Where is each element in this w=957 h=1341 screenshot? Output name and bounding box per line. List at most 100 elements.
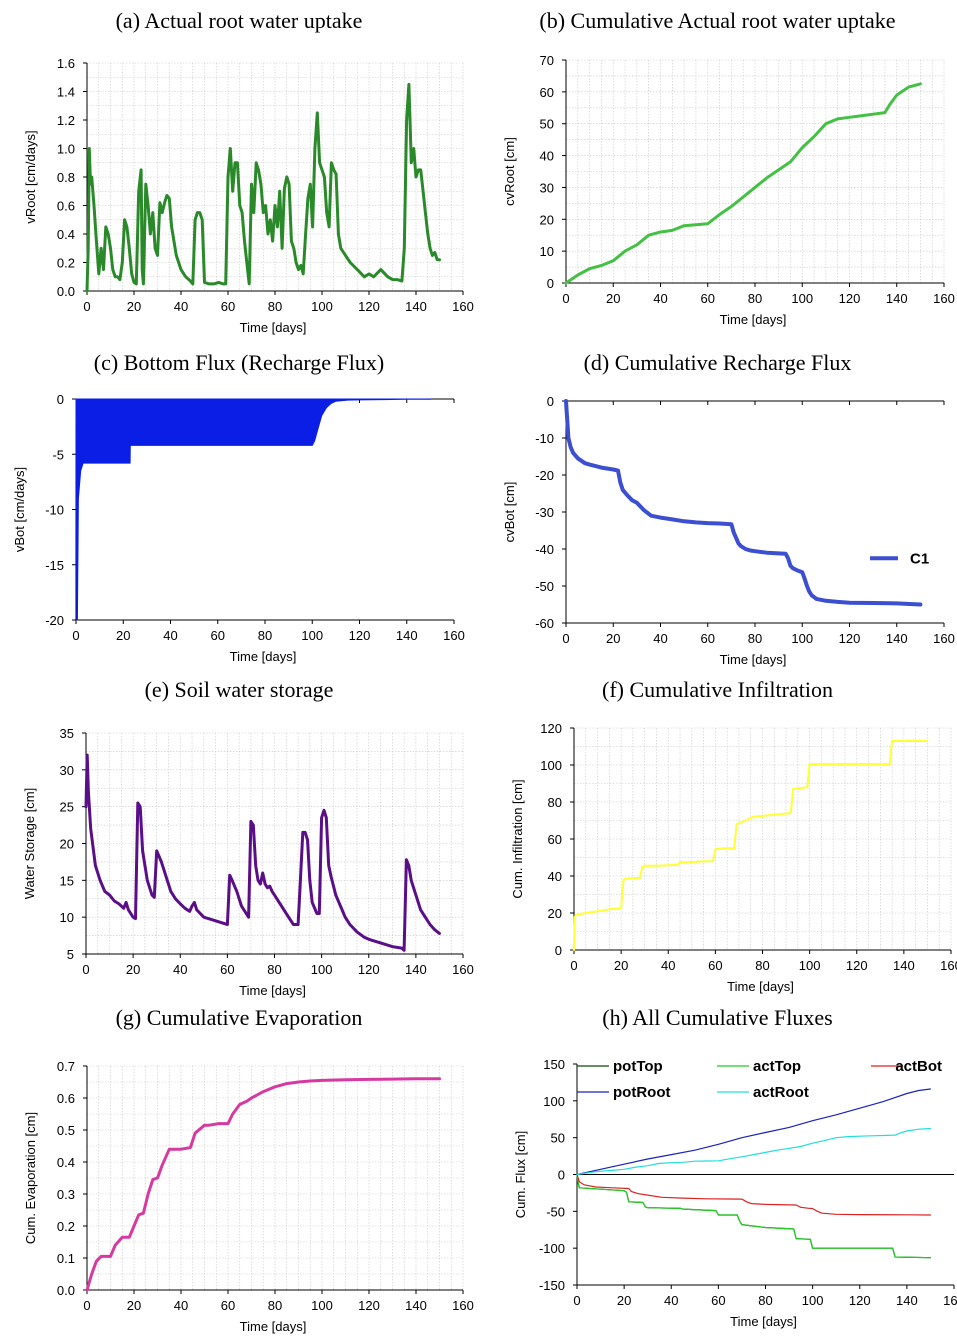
x-tick-label: 40 <box>173 962 187 977</box>
y-tick-label: -5 <box>52 447 64 462</box>
y-tick-label: 100 <box>540 758 562 773</box>
y-tick-label: 20 <box>60 837 74 852</box>
chart-c: 0 20 40 60 80 100 120 140 160 -20 -15 -10 -5 0 Time [d… <box>12 392 465 664</box>
x-tick-label: 120 <box>349 628 371 643</box>
chart-a: 0 20 40 60 80 100 120 140 160 0.0 0.2 0.4 0.6 0.8 1.0 1… <box>23 56 474 335</box>
x-tick-label: 80 <box>268 299 282 314</box>
x-tick-label: 80 <box>755 958 769 973</box>
y-tick-label: -10 <box>45 503 64 518</box>
chart-title-g: (g) Cumulative Evaporation <box>115 1005 363 1030</box>
y-tick-label: 0.1 <box>57 1251 75 1266</box>
y-tick-label: 0.6 <box>57 199 75 214</box>
x-tick-label: 120 <box>849 1293 871 1308</box>
x-axis-label-b: Time [days] <box>720 312 787 327</box>
x-tick-label: 120 <box>839 291 861 306</box>
x-tick-label: 140 <box>886 291 908 306</box>
chart-title-d: (d) Cumulative Recharge Flux <box>583 350 852 375</box>
chart-title-a: (a) Actual root water uptake <box>115 8 363 33</box>
x-tick-label: 120 <box>846 958 868 973</box>
x-tick-label: 100 <box>791 291 813 306</box>
x-tick-label: 160 <box>943 1293 957 1308</box>
x-tick-label: 80 <box>748 631 762 646</box>
y-tick-label: 0.0 <box>57 1283 75 1298</box>
y-tick-label: 0 <box>57 392 64 407</box>
y-tick-label: -30 <box>535 505 554 520</box>
chart-h: 0 20 40 60 80 100 120 140 160 -150 -100 -50 0 50 100 15… <box>513 1057 957 1329</box>
y-tick-label: 0.4 <box>57 1155 75 1170</box>
y-axis-label-d: cvBot [cm] <box>502 482 517 543</box>
x-tick-label: 20 <box>614 958 628 973</box>
panel-b: (b) Cumulative Actual root water uptake … <box>478 8 957 343</box>
grid-b <box>565 59 945 284</box>
x-tick-label: 120 <box>358 1298 380 1313</box>
y-tick-label: 0.2 <box>57 256 75 271</box>
legend-d: C1 <box>870 550 929 567</box>
panel-a: (a) Actual root water uptake 0 20 40 60 80 10… <box>0 8 478 343</box>
series-line-d-C1 <box>564 399 923 607</box>
y-tick-label: 80 <box>548 795 562 810</box>
y-tick-label: 25 <box>60 800 74 815</box>
chart-title-c: (c) Bottom Flux (Recharge Flux) <box>93 350 385 375</box>
chart-g: 0 20 40 60 80 100 120 140 160 0.0 0.1 0.2 0.3 0.4 0.5 0… <box>23 1059 474 1334</box>
y-tick-label: 0 <box>558 1168 565 1183</box>
x-tick-label: 140 <box>396 628 418 643</box>
y-tick-label: 150 <box>543 1057 565 1072</box>
legend-label-actRoot: actRoot <box>753 1084 809 1101</box>
x-tick-label: 120 <box>358 299 380 314</box>
series-line-g-0 <box>85 1077 441 1292</box>
x-tick-label: 160 <box>452 1298 474 1313</box>
series-line-b-0 <box>564 82 922 285</box>
x-tick-label: 140 <box>896 1293 918 1308</box>
x-tick-label: 20 <box>126 962 140 977</box>
y-tick-label: 10 <box>60 910 74 925</box>
grid-e <box>85 732 464 955</box>
y-tick-label: 35 <box>60 726 74 741</box>
grid-g <box>86 1065 464 1291</box>
chart-title-b: (b) Cumulative Actual root water uptake <box>539 8 896 33</box>
x-tick-label: 100 <box>311 962 333 977</box>
series-line-h-potRoot <box>576 1088 931 1176</box>
y-tick-label: 0.6 <box>57 1091 75 1106</box>
x-tick-label: 160 <box>933 291 955 306</box>
panel-h: (h) All Cumulative Fluxes 0 20 40 60 80 100 12… <box>478 1005 957 1341</box>
x-tick-label: 40 <box>163 628 177 643</box>
y-tick-label: 30 <box>60 763 74 778</box>
y-tick-label: 1.0 <box>57 142 75 157</box>
x-tick-label: 20 <box>606 291 620 306</box>
y-axis-label-g: Cum. Evaporation [cm] <box>23 1112 38 1244</box>
y-tick-label: -40 <box>535 542 554 557</box>
chart-e: 0 20 40 60 80 100 120 140 160 5 10 15 20 25 30 35 Time [… <box>22 726 474 998</box>
x-tick-label: 0 <box>72 628 79 643</box>
x-tick-label: 0 <box>570 958 577 973</box>
x-tick-label: 40 <box>174 1298 188 1313</box>
y-tick-label: -100 <box>539 1241 565 1256</box>
panel-f: (f) Cumulative Infiltration 0 20 40 60 80 100… <box>478 677 957 1007</box>
x-axis-label-h: Time [days] <box>730 1314 797 1329</box>
series-line-h-actTop <box>576 1173 931 1259</box>
x-tick-label: 40 <box>653 631 667 646</box>
y-tick-label: 0.3 <box>57 1187 75 1202</box>
x-tick-label: 80 <box>748 291 762 306</box>
legend-h: potTop actTop actBot potRoot actRoot <box>577 1058 942 1101</box>
y-tick-label: 0 <box>547 394 554 409</box>
x-tick-label: 160 <box>452 962 474 977</box>
legend-label-C1: C1 <box>910 550 929 567</box>
y-tick-label: 100 <box>543 1094 565 1109</box>
y-tick-label: 60 <box>548 832 562 847</box>
x-tick-label: 40 <box>661 958 675 973</box>
y-axis-label-a: vRoot [cm/days] <box>23 130 38 223</box>
x-tick-label: 80 <box>267 962 281 977</box>
panel-d: (d) Cumulative Recharge Flux 0 20 40 60 80 10… <box>478 350 957 680</box>
y-tick-label: 5 <box>67 947 74 962</box>
y-tick-label: 0 <box>547 276 554 291</box>
y-tick-label: -20 <box>45 613 64 628</box>
x-tick-label: 60 <box>221 299 235 314</box>
x-tick-label: 20 <box>116 628 130 643</box>
x-tick-label: 0 <box>562 291 569 306</box>
y-tick-label: 40 <box>548 869 562 884</box>
x-tick-label: 0 <box>573 1293 580 1308</box>
x-tick-label: 60 <box>711 1293 725 1308</box>
y-tick-label: 50 <box>540 117 554 132</box>
legend-label-actBot: actBot <box>895 1058 942 1075</box>
y-tick-label: 50 <box>551 1131 565 1146</box>
